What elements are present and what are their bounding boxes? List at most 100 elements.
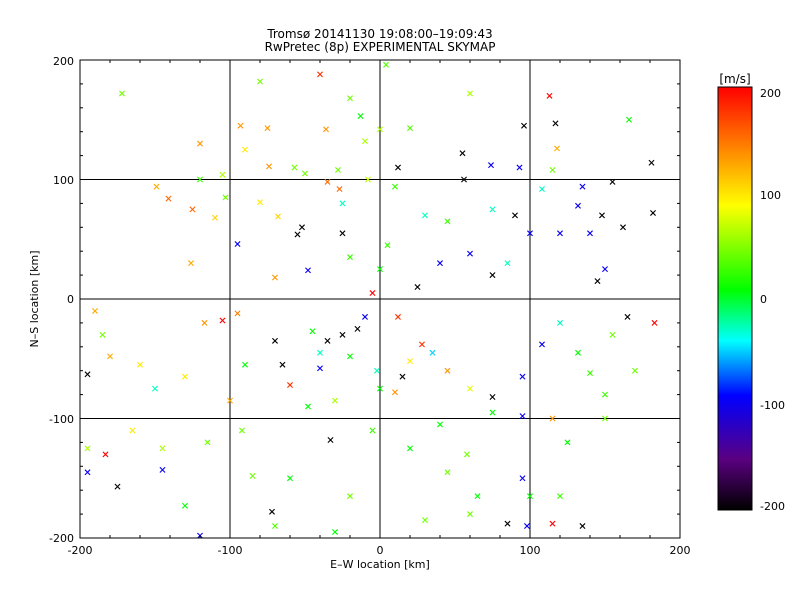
- axis-ticks: [79, 59, 681, 539]
- cross-stroke: [632, 367, 638, 374]
- cross-stroke: [219, 317, 226, 324]
- cross-stroke: [347, 493, 353, 500]
- data-point-cross: [339, 230, 346, 237]
- cross-stroke: [467, 250, 473, 257]
- data-point-cross: [587, 370, 593, 377]
- data-point-cross: [539, 341, 545, 348]
- cross-stroke: [395, 164, 401, 171]
- cross-stroke: [347, 95, 353, 102]
- data-point-cross: [414, 284, 421, 291]
- data-point-cross: [182, 373, 188, 380]
- data-point-cross: [444, 218, 451, 225]
- data-point-cross: [324, 178, 331, 185]
- cross-stroke: [339, 331, 346, 338]
- cross-stroke: [489, 409, 496, 416]
- data-point-cross: [519, 413, 526, 420]
- cross-stroke: [648, 159, 655, 166]
- data-point-cross: [474, 493, 481, 500]
- data-point-cross: [602, 391, 608, 398]
- data-point-cross: [467, 250, 473, 257]
- cross-stroke: [275, 213, 281, 220]
- cross-stroke: [269, 508, 275, 515]
- cross-stroke: [516, 164, 523, 171]
- cross-stroke: [324, 337, 331, 344]
- cross-stroke: [92, 307, 98, 314]
- data-point-cross: [239, 427, 245, 434]
- data-point-cross: [219, 171, 226, 178]
- cross-stroke: [587, 230, 593, 237]
- data-point-cross: [377, 266, 383, 273]
- cross-stroke: [414, 284, 421, 291]
- data-point-cross: [651, 319, 658, 326]
- data-point-cross: [362, 313, 368, 320]
- cross-stroke: [197, 140, 203, 147]
- cross-stroke: [212, 214, 218, 221]
- cross-stroke: [549, 166, 556, 173]
- x-tick-label-0: -200: [68, 544, 93, 557]
- data-point-cross: [489, 272, 496, 279]
- data-point-cross: [347, 95, 353, 102]
- data-point-cross: [291, 164, 298, 171]
- x-tick-label-4: 200: [670, 544, 691, 557]
- data-point-cross: [222, 194, 229, 201]
- colorbar-tick-label-2: 0: [760, 293, 767, 306]
- cross-stroke: [504, 260, 511, 267]
- data-point-cross: [648, 159, 655, 166]
- cross-stroke: [107, 353, 113, 360]
- data-point-cross: [504, 520, 511, 527]
- data-point-cross: [354, 325, 361, 332]
- cross-stroke: [354, 325, 361, 332]
- cross-stroke: [407, 445, 413, 452]
- cross-stroke: [335, 166, 341, 173]
- cross-stroke: [594, 278, 601, 285]
- cross-stroke: [407, 125, 413, 132]
- cross-stroke: [602, 266, 608, 273]
- data-point-cross: [305, 403, 311, 410]
- cross-stroke: [377, 266, 383, 273]
- cross-stroke: [257, 78, 263, 85]
- cross-stroke: [204, 439, 211, 446]
- data-point-cross: [362, 138, 368, 145]
- data-point-cross: [377, 385, 383, 392]
- cross-stroke: [219, 171, 226, 178]
- data-point-cross: [554, 145, 560, 152]
- cross-stroke: [114, 483, 121, 490]
- cross-stroke: [467, 385, 473, 392]
- cross-stroke: [201, 319, 208, 326]
- cross-stroke: [609, 178, 616, 185]
- cross-stroke: [137, 361, 143, 368]
- data-point-cross: [242, 361, 248, 368]
- cross-stroke: [519, 475, 526, 482]
- data-point-cross: [114, 483, 121, 490]
- cross-stroke: [512, 212, 518, 219]
- cross-stroke: [234, 241, 241, 248]
- y-axis-label: N–S location [km]: [28, 250, 41, 347]
- data-point-cross: [557, 319, 563, 326]
- data-point-cross: [189, 206, 196, 213]
- data-points: [84, 61, 658, 539]
- data-point-cross: [323, 126, 329, 133]
- data-point-cross: [327, 437, 334, 443]
- data-point-cross: [549, 415, 556, 422]
- data-point-cross: [165, 195, 172, 202]
- cross-stroke: [377, 385, 383, 392]
- cross-stroke: [332, 529, 338, 536]
- colorbar: [717, 86, 753, 511]
- cross-stroke: [272, 274, 278, 281]
- cross-stroke: [102, 451, 109, 458]
- data-point-cross: [467, 385, 473, 392]
- data-point-cross: [234, 241, 241, 248]
- data-point-cross: [374, 367, 380, 374]
- data-point-cross: [336, 186, 343, 193]
- data-point-cross: [99, 331, 106, 338]
- data-point-cross: [632, 367, 638, 374]
- cross-stroke: [620, 224, 626, 231]
- cross-stroke: [474, 493, 481, 500]
- data-point-cross: [552, 120, 559, 127]
- cross-stroke: [575, 349, 581, 356]
- data-point-cross: [422, 212, 428, 219]
- data-point-cross: [461, 176, 467, 183]
- x-tick-label-3: 100: [520, 544, 541, 557]
- y-tick-label-1: -100: [49, 413, 74, 426]
